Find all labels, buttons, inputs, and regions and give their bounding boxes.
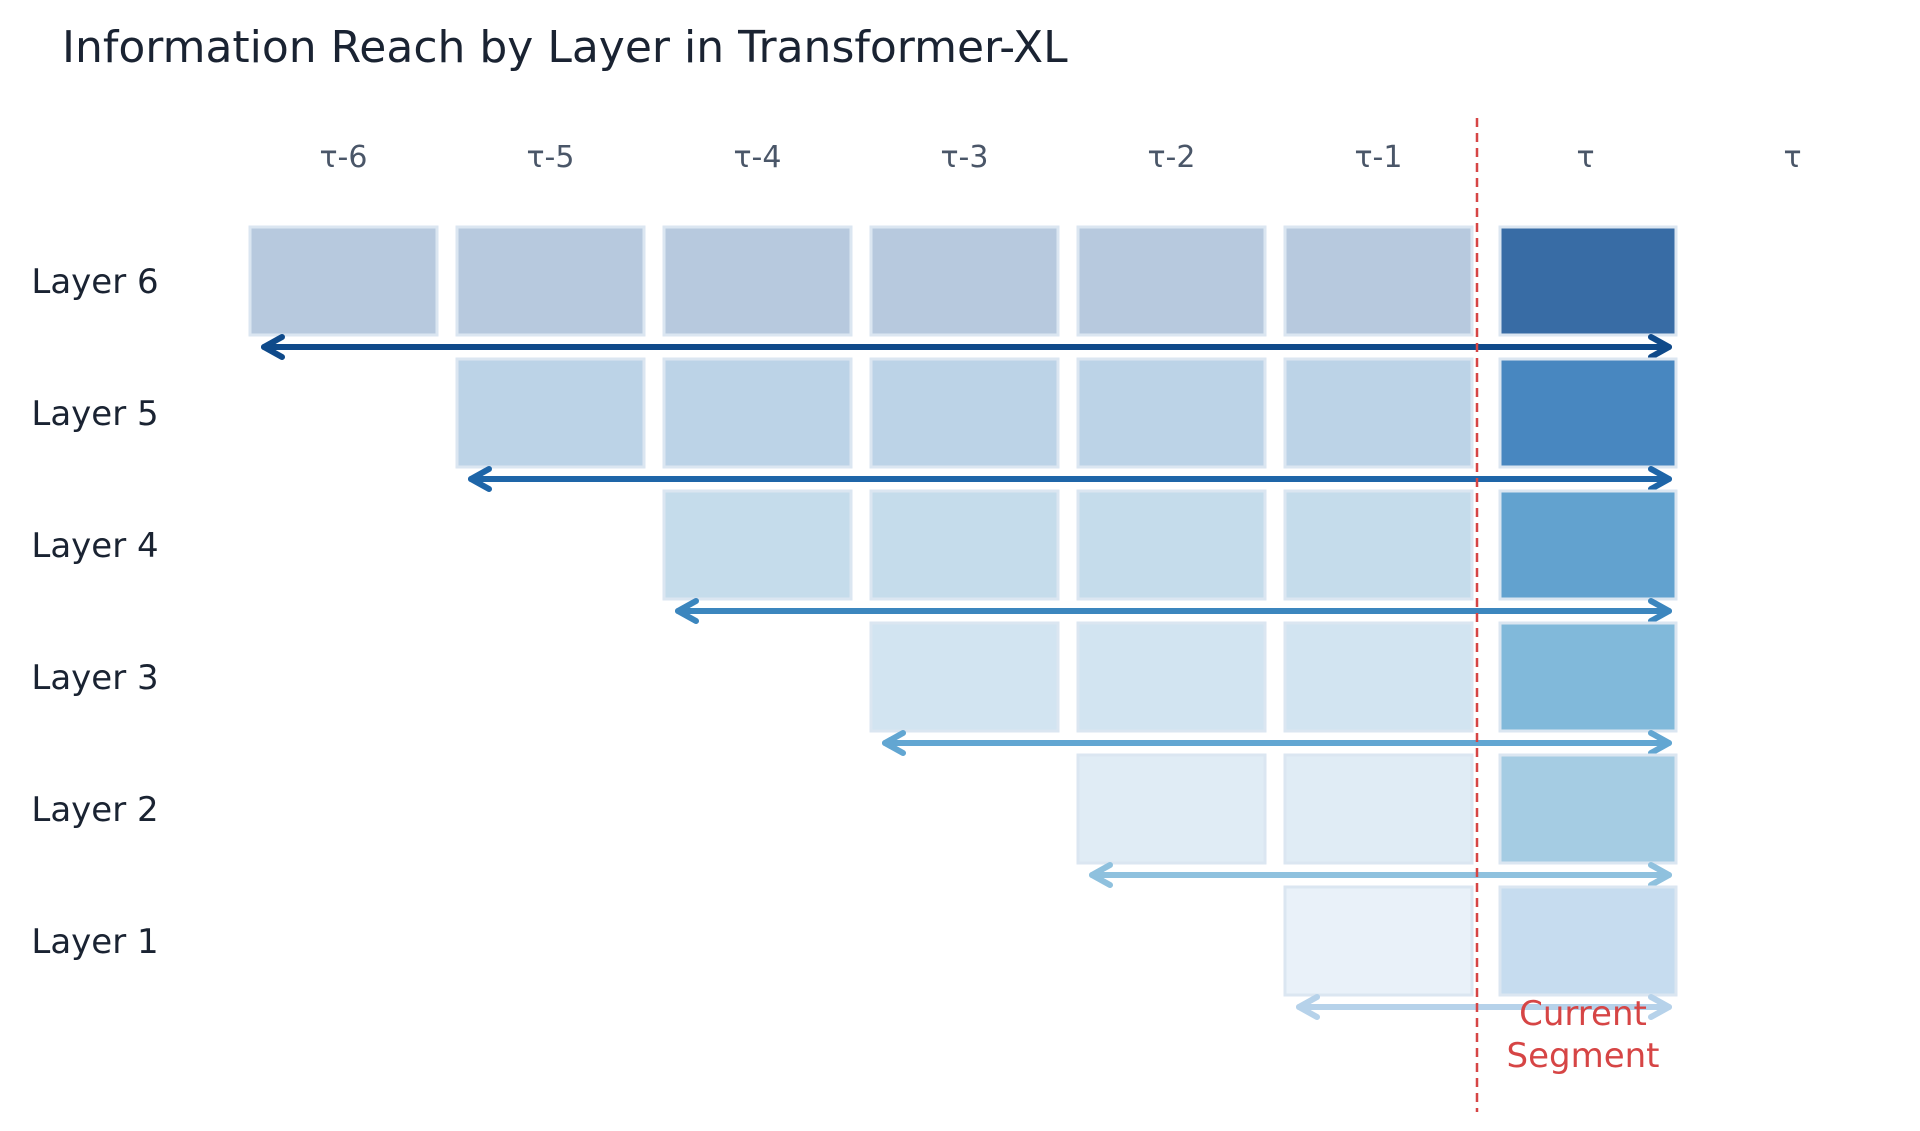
memory-block — [1076, 489, 1267, 601]
memory-block — [869, 621, 1060, 733]
memory-block — [869, 489, 1060, 601]
current-segment-label: Segment — [1507, 1036, 1660, 1076]
memory-block — [1283, 753, 1474, 865]
current-block — [1498, 753, 1678, 865]
memory-block — [1076, 225, 1267, 337]
reach-arrow — [675, 598, 1672, 624]
memory-block — [1076, 621, 1267, 733]
memory-block — [662, 225, 853, 337]
memory-block — [1283, 489, 1474, 601]
memory-block — [455, 357, 646, 469]
reach-arrow — [261, 334, 1672, 360]
layer-label: Layer 3 — [31, 658, 158, 698]
memory-block — [869, 357, 1060, 469]
layer-label: Layer 2 — [31, 790, 158, 830]
current-block — [1498, 357, 1678, 469]
diagram-title: Information Reach by Layer in Transforme… — [62, 22, 1068, 73]
layer-label: Layer 1 — [31, 922, 158, 962]
column-label: τ — [1783, 140, 1801, 175]
memory-block — [248, 225, 439, 337]
current-block — [1498, 885, 1678, 997]
layer-label: Layer 6 — [31, 262, 158, 302]
current-block — [1498, 489, 1678, 601]
memory-block — [1076, 753, 1267, 865]
memory-block — [1283, 357, 1474, 469]
column-label: τ-2 — [1148, 140, 1196, 175]
memory-block — [662, 489, 853, 601]
memory-block — [1283, 621, 1474, 733]
column-label: τ-4 — [734, 140, 782, 175]
column-label: τ-3 — [941, 140, 989, 175]
memory-block — [869, 225, 1060, 337]
layer-label: Layer 5 — [31, 394, 158, 434]
column-label: τ — [1576, 140, 1594, 175]
reach-arrow — [1089, 862, 1672, 888]
reach-arrow — [882, 730, 1672, 756]
memory-block — [1076, 357, 1267, 469]
column-label: τ-6 — [320, 140, 368, 175]
column-label: τ-5 — [527, 140, 575, 175]
current-segment-label: Current — [1519, 994, 1647, 1034]
reach-arrow — [1296, 994, 1672, 1020]
layer-label: Layer 4 — [31, 526, 158, 566]
memory-block — [1283, 885, 1474, 997]
memory-block — [1283, 225, 1474, 337]
column-label: τ-1 — [1355, 140, 1403, 175]
current-block — [1498, 621, 1678, 733]
memory-block — [662, 357, 853, 469]
memory-block — [455, 225, 646, 337]
current-block — [1498, 225, 1678, 337]
reach-arrow — [468, 466, 1672, 492]
